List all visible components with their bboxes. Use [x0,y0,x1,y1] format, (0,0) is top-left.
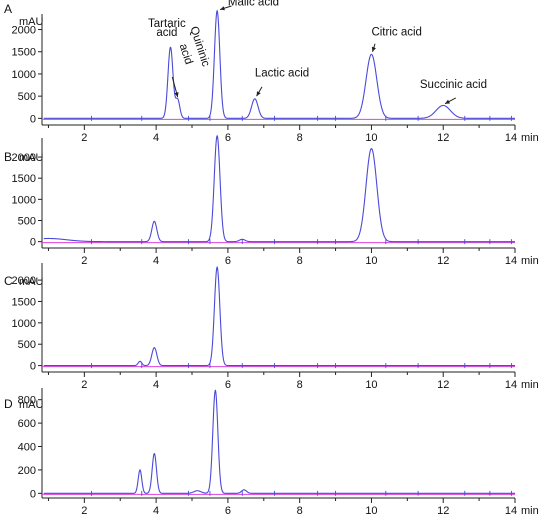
y-tick-label: 1000 [12,194,36,206]
x-tick-label: 10 [365,132,377,144]
panel-letter-D: D [4,397,13,411]
peak-annotation: Tartaric [148,18,186,30]
y-tick-label: 1500 [12,47,36,59]
x-unit-label: min [521,255,539,267]
y-unit-label: mAU [19,399,44,411]
y-tick-label: 1000 [12,318,36,330]
peak-apex-marker [217,135,218,136]
x-tick-label: 10 [365,505,377,517]
x-tick-label: 6 [225,132,231,144]
x-tick-label: 6 [225,379,231,391]
peak-annotation: Citric acid [371,26,421,38]
x-unit-label: min [521,132,539,144]
y-tick-label: 2000 [12,275,36,287]
x-unit-label: min [521,379,539,391]
x-tick-label: 8 [297,379,303,391]
peak-apex-marker [177,99,178,100]
peak-apex-marker [243,489,244,490]
x-tick-label: 4 [153,505,159,517]
x-tick-label: 4 [153,255,159,267]
peak-annotation: Lactic acid [255,68,309,80]
x-tick-label: 6 [225,255,231,267]
y-tick-label: 600 [18,418,36,430]
y-tick-label: 0 [30,237,36,249]
x-tick-label: 2 [81,379,87,391]
y-tick-label: 2000 [12,152,36,164]
y-tick-label: 1500 [12,296,36,308]
annotation-arrow-head [174,92,179,97]
chromatogram-trace-A [43,9,515,119]
y-tick-label: 200 [18,465,36,477]
y-unit-label: mAU [19,276,44,288]
peak-apex-marker [154,347,155,348]
peak-apex-marker [139,469,140,470]
chromatogram-trace-B [43,134,515,243]
panel-letter-B: B [4,150,12,164]
x-tick-label: 12 [437,505,449,517]
x-tick-label: 12 [437,132,449,144]
peak-apex-marker [254,98,255,99]
x-tick-label: 14 [505,132,517,144]
y-tick-label: 1000 [12,69,36,81]
peak-annotation: acid [156,27,177,39]
peak-apex-marker [48,238,49,239]
y-tick-label: 500 [18,216,36,228]
y-tick-label: 1500 [12,173,36,185]
x-tick-label: 6 [225,505,231,517]
y-tick-label: 0 [30,361,36,373]
panel-letter-A: A [4,2,12,16]
peak-apex-marker [170,47,171,48]
peak-apex-marker [371,54,372,55]
x-tick-label: 8 [297,505,303,517]
x-tick-label: 8 [297,255,303,267]
peak-apex-marker [215,390,216,391]
x-tick-label: 4 [153,379,159,391]
x-tick-label: 2 [81,255,87,267]
y-unit-label: mAU [19,16,44,28]
x-tick-label: 12 [437,255,449,267]
peak-annotation: Malic acid [228,0,279,9]
y-tick-label: 0 [30,488,36,500]
x-tick-label: 12 [437,379,449,391]
x-tick-label: 14 [505,255,517,267]
x-tick-label: 10 [365,379,377,391]
chromatogram-trace-D [43,389,515,494]
y-tick-label: 2000 [12,25,36,37]
peak-apex-marker [154,221,155,222]
peak-apex-marker [217,267,218,268]
x-tick-label: 14 [505,505,517,517]
peak-apex-marker [139,361,140,362]
annotation-arrow-head [445,99,450,104]
x-tick-label: 2 [81,132,87,144]
x-unit-label: min [521,505,539,517]
peak-annotation: Succinic acid [420,79,487,91]
y-unit-label: mAU [19,152,44,164]
annotation-arrow-head [220,6,225,11]
x-tick-label: 4 [153,132,159,144]
x-tick-label: 10 [365,255,377,267]
peak-apex-marker [371,148,372,149]
peak-annotation: acid [177,42,195,66]
y-tick-label: 800 [18,395,36,407]
peak-apex-marker [443,105,444,106]
annotation-arrow-head [256,91,261,97]
y-tick-label: 400 [18,442,36,454]
peak-apex-marker [217,10,218,11]
x-tick-label: 14 [505,379,517,391]
peak-apex-marker [154,453,155,454]
y-tick-label: 500 [18,91,36,103]
y-tick-label: 500 [18,339,36,351]
peak-apex-marker [197,490,198,491]
annotation-arrow-head [371,46,376,52]
y-tick-label: 0 [30,113,36,125]
x-tick-label: 2 [81,505,87,517]
panel-letter-C: C [4,274,13,288]
chromatogram-trace-C [43,265,515,367]
x-tick-label: 8 [297,132,303,144]
